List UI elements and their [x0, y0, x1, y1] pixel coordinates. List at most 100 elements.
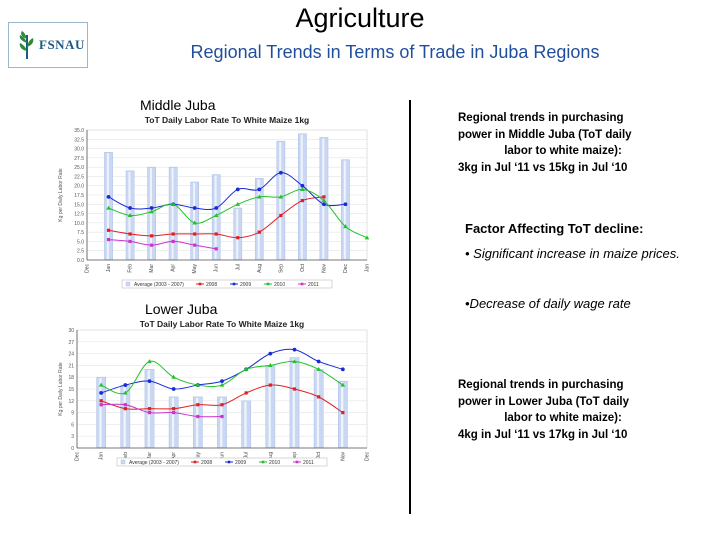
series-point-2009: [220, 379, 224, 384]
average-bar-highlight: [220, 397, 223, 447]
wheat-icon: [19, 31, 34, 59]
series-line-2011: [101, 403, 223, 418]
legend-marker: [232, 282, 236, 286]
series-point-2011: [193, 243, 197, 247]
series-point-2010: [235, 201, 241, 206]
legend-box: [116, 457, 328, 467]
x-tick-label: Dec: [343, 264, 349, 273]
series-point-2009: [235, 187, 240, 192]
series-point-2009: [278, 170, 283, 175]
legend-marker: [193, 460, 197, 464]
legend-label: 2008: [201, 460, 212, 466]
factor-bullet: • Significant increase in maize prices.: [465, 246, 680, 261]
series-point-2008: [106, 228, 111, 232]
average-bar-highlight: [171, 397, 175, 447]
y-tick-label: 7.5: [77, 230, 84, 236]
series-point-2009: [322, 202, 326, 207]
average-bar-highlight: [343, 160, 346, 259]
series-point-2011: [172, 411, 176, 415]
series-point-2011: [171, 239, 175, 244]
y-tick-label: 27: [68, 340, 74, 346]
average-bar-highlight: [340, 382, 344, 447]
legend-marker: [261, 460, 265, 464]
y-tick-label: 32.5: [74, 137, 84, 143]
y-tick-label: 18: [68, 375, 74, 381]
chart-title: ToT Daily Labor Rate To White Maize 1kg: [140, 319, 305, 329]
series-point-2008: [236, 236, 240, 240]
average-bar-highlight: [171, 168, 174, 259]
y-tick-label: 30.0: [74, 147, 84, 153]
series-point-2009: [340, 367, 345, 372]
y-tick-label: 2.5: [77, 249, 84, 255]
x-tick-label: Apr: [171, 452, 177, 460]
middle-juba-summary-line: labor to white maize):: [504, 145, 622, 157]
series-line-2011: [108, 239, 217, 250]
series-point-2009: [343, 202, 348, 207]
x-tick-label: Mar: [149, 264, 155, 273]
legend-label: 2010: [274, 282, 285, 288]
legend-label: 2011: [308, 282, 319, 288]
series-point-2011: [214, 247, 218, 251]
page-subtitle: Regional Trends in Terms of Trade in Jub…: [190, 42, 600, 62]
series-point-2009: [292, 347, 297, 352]
series-point-2009: [214, 206, 219, 210]
series-point-2008: [268, 383, 272, 387]
y-tick-label: 10.0: [74, 221, 84, 227]
x-tick-label: Feb: [123, 452, 129, 461]
y-tick-label: 15.0: [74, 202, 84, 208]
average-bar-highlight: [195, 397, 199, 447]
average-bar-highlight: [316, 370, 320, 447]
x-tick-label: Dec: [75, 452, 81, 461]
x-tick-label: Apr: [171, 264, 177, 272]
series-point-2010: [278, 194, 284, 199]
series-point-2008: [123, 407, 127, 411]
average-bar-highlight: [300, 134, 303, 259]
x-tick-label: Jun: [214, 264, 220, 272]
series-point-2008: [196, 403, 200, 407]
series-point-2008: [292, 387, 297, 391]
series-point-2010: [149, 209, 154, 214]
y-tick-label: 9: [71, 411, 74, 417]
average-bar-highlight: [106, 153, 109, 259]
series-point-2010: [213, 213, 219, 218]
x-tick-label: Jan: [99, 452, 105, 460]
average-bar-highlight: [236, 209, 239, 259]
middle-juba-label: Middle Juba: [140, 97, 216, 113]
x-tick-label: Jan: [365, 264, 371, 272]
y-tick-label: 12.5: [74, 212, 84, 218]
series-point-2011: [220, 414, 224, 419]
series-point-2011: [123, 403, 127, 407]
middle-juba-summary-line: Regional trends in purchasing: [458, 112, 624, 124]
series-point-2010: [316, 366, 321, 371]
average-bar-highlight: [244, 401, 247, 447]
series-point-2009: [268, 351, 273, 356]
legend-label: 2010: [269, 460, 280, 466]
series-point-2009: [106, 194, 111, 199]
series-point-2008: [172, 407, 176, 411]
series-point-2008: [257, 230, 261, 234]
series-point-2010: [106, 205, 111, 210]
series-point-2008: [322, 195, 326, 199]
series-point-2009: [257, 187, 262, 192]
x-tick-label: Dec: [365, 452, 371, 461]
series-point-2010: [300, 187, 305, 192]
series-point-2010: [127, 213, 133, 218]
y-axis-label: Kg per Daily Labor Rate: [58, 362, 64, 416]
series-point-2010: [123, 390, 128, 395]
lower-juba-summary-line: Regional trends in purchasing: [458, 379, 624, 391]
y-tick-label: 15: [68, 387, 74, 393]
series-point-2008: [150, 234, 154, 238]
x-tick-label: Jun: [220, 452, 226, 460]
legend-marker: [227, 460, 231, 464]
y-tick-label: 25.0: [74, 165, 84, 171]
x-tick-label: Jul: [244, 452, 250, 458]
x-tick-label: Feb: [128, 264, 134, 273]
series-point-2010: [343, 224, 348, 229]
series-point-2010: [340, 382, 346, 387]
legend-marker: [266, 282, 270, 286]
series-point-2009: [192, 206, 197, 210]
series-point-2010: [171, 374, 176, 379]
y-tick-label: 5.0: [77, 239, 84, 245]
x-tick-label: Mar: [147, 452, 153, 461]
factor-bullet: •Decrease of daily wage rate: [465, 296, 631, 311]
